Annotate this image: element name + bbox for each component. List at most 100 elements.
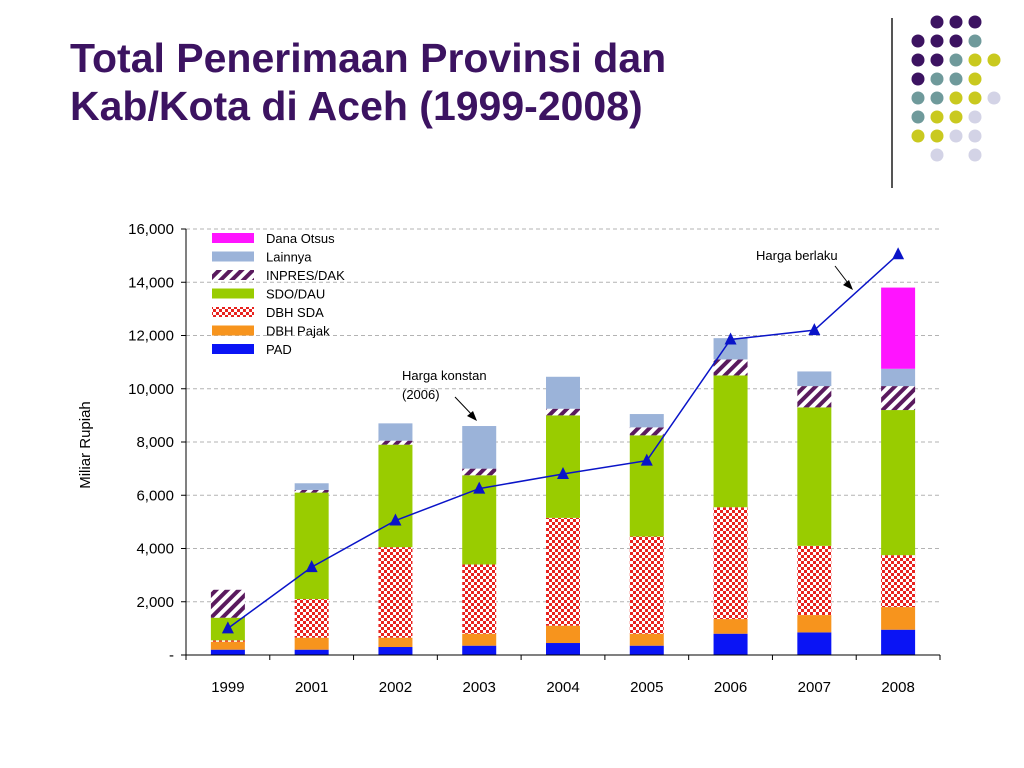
legend-swatch bbox=[212, 270, 254, 280]
legend-swatch bbox=[212, 307, 254, 317]
bar-segment-inpres-dak bbox=[629, 427, 664, 436]
bar-segment-sdo-dau bbox=[294, 492, 329, 600]
bar-segment-dbh-sda bbox=[713, 507, 748, 620]
bar-segment-dbh-sda bbox=[881, 555, 916, 608]
y-tick-label: - bbox=[169, 647, 174, 664]
annotation-constant-line2: (2006) bbox=[402, 387, 440, 402]
bar-segment-dbh-sda bbox=[797, 545, 832, 616]
legend-swatch bbox=[212, 325, 254, 336]
price-line-marker bbox=[389, 513, 402, 526]
bar-segment-sdo-dau bbox=[378, 444, 413, 548]
bar-segment-pad bbox=[713, 633, 748, 655]
y-tick-label: 2,000 bbox=[136, 594, 174, 611]
x-tick-label: 2007 bbox=[798, 679, 831, 696]
legend-label: Lainnya bbox=[266, 250, 312, 265]
y-tick-label: 4,000 bbox=[136, 541, 174, 558]
annotation-constant-arrowhead bbox=[467, 411, 477, 421]
bar-segment-pad bbox=[881, 629, 916, 655]
bar-segment-dbh-pajak bbox=[713, 619, 748, 634]
y-tick-label: 10,000 bbox=[128, 381, 174, 398]
annotation-current-arrowhead bbox=[843, 280, 853, 290]
bar-segment-dbh-pajak bbox=[546, 625, 580, 644]
bar-segment-dbh-sda bbox=[210, 640, 245, 642]
annotation-constant-line1: Harga konstan bbox=[402, 368, 487, 383]
x-tick-label: 2008 bbox=[881, 679, 914, 696]
bar-segment-sdo-dau bbox=[881, 410, 916, 556]
price-line-marker bbox=[892, 247, 905, 260]
bar-segment-pad bbox=[546, 643, 580, 655]
bar-segment-dbh-sda bbox=[378, 547, 413, 638]
bar-segment-pad bbox=[294, 649, 329, 655]
price-line-marker bbox=[557, 466, 569, 479]
title-line-2: Kab/Kota di Aceh (1999-2008) bbox=[70, 83, 643, 129]
legend-label: PAD bbox=[266, 342, 292, 357]
x-tick-label: 2001 bbox=[295, 679, 328, 696]
bar-segment-dbh-sda bbox=[546, 517, 580, 626]
legend-label: Dana Otsus bbox=[266, 231, 335, 246]
axes: - 2,000 4,000 6,000 8,000 10,000 12,000 14,000 1… bbox=[128, 221, 941, 696]
y-tick-label: 8,000 bbox=[136, 434, 174, 451]
legend-label: SDO/DAU bbox=[266, 287, 325, 302]
y-tick-label: 14,000 bbox=[128, 274, 174, 291]
bar-segment-sdo-dau bbox=[797, 407, 832, 546]
bar-segment-dbh-pajak bbox=[797, 615, 832, 633]
price-line-marker bbox=[808, 323, 821, 336]
bar-segment-lainnya bbox=[546, 376, 580, 409]
y-tick-label: 16,000 bbox=[128, 221, 174, 238]
bar-segment-dbh-pajak bbox=[294, 637, 329, 650]
bar-segment-pad bbox=[797, 632, 832, 655]
y-tick-label: 6,000 bbox=[136, 487, 174, 504]
legend-label: INPRES/DAK bbox=[266, 268, 345, 283]
bar-segment-pad bbox=[210, 649, 245, 655]
y-axis-label: Miliar Rupiah bbox=[77, 401, 94, 489]
legend-swatch bbox=[212, 251, 254, 262]
bar-segment-inpres-dak bbox=[210, 589, 245, 618]
bar-segment-lainnya bbox=[294, 483, 329, 490]
bar-segment-lainnya bbox=[629, 414, 664, 428]
price-line-marker bbox=[305, 560, 318, 573]
slide-title: Total Penerimaan Provinsi dan Kab/Kota d… bbox=[70, 34, 666, 130]
x-tick-label: 1999 bbox=[211, 679, 244, 696]
bar-segment-lainnya bbox=[378, 423, 413, 441]
title-line-1: Total Penerimaan Provinsi dan bbox=[70, 35, 667, 81]
bar-segment-sdo-dau bbox=[629, 435, 664, 537]
bar-segment-inpres-dak bbox=[378, 440, 413, 445]
legend-swatch bbox=[212, 344, 254, 354]
bar-segment-dbh-pajak bbox=[881, 607, 916, 630]
legend-swatch bbox=[212, 288, 254, 299]
y-tick-label: 12,000 bbox=[128, 328, 174, 345]
legend-label: DBH SDA bbox=[266, 305, 324, 320]
price-line-marker bbox=[473, 481, 486, 494]
x-tick-label: 2002 bbox=[379, 679, 412, 696]
annotation-current: Harga berlaku bbox=[756, 248, 838, 263]
price-line-marker bbox=[724, 332, 737, 345]
bars bbox=[210, 287, 916, 655]
legend-swatch bbox=[212, 233, 254, 243]
legend-label: DBH Pajak bbox=[266, 324, 330, 339]
x-tick-label: 2003 bbox=[463, 679, 496, 696]
bar-segment-sdo-dau bbox=[546, 415, 580, 518]
bar-segment-lainnya bbox=[713, 338, 748, 360]
bar-segment-dbh-sda bbox=[462, 564, 497, 634]
decorative-divider bbox=[891, 18, 893, 188]
bar-segment-inpres-dak bbox=[462, 468, 497, 476]
bar-segment-inpres-dak bbox=[294, 489, 329, 493]
bar-segment-dbh-pajak bbox=[462, 633, 497, 646]
price-line-marker bbox=[221, 621, 234, 634]
x-tick-label: 2004 bbox=[546, 679, 579, 696]
bar-segment-lainnya bbox=[462, 426, 497, 469]
bar-segment-inpres-dak bbox=[546, 408, 580, 416]
bar-segment-inpres-dak bbox=[797, 386, 832, 408]
bar-segment-dbh-pajak bbox=[210, 641, 245, 650]
bar-segment-pad bbox=[378, 647, 413, 655]
x-tick-label: 2005 bbox=[630, 679, 663, 696]
price-line bbox=[221, 247, 905, 634]
bar-segment-dbh-sda bbox=[294, 599, 329, 638]
price-line-marker bbox=[640, 453, 653, 466]
legend: Dana Otsus Lainnya INPRES/DAK SDO/DAU DBH SD… bbox=[212, 231, 345, 357]
bar-segment-dbh-pajak bbox=[378, 637, 413, 648]
bar-segment-lainnya bbox=[881, 368, 916, 387]
bar-segment-dana-otsus bbox=[881, 287, 916, 369]
x-tick-label: 2006 bbox=[714, 679, 747, 696]
